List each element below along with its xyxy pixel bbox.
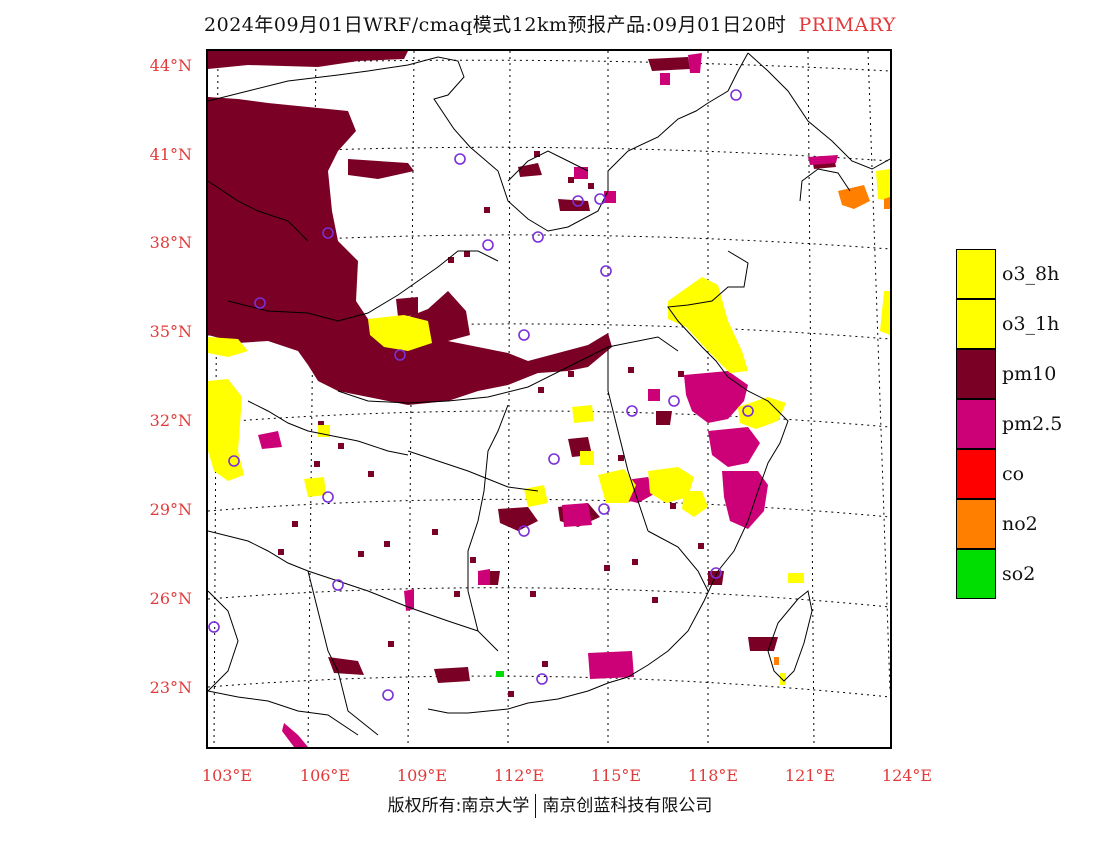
station-markers <box>208 89 754 701</box>
legend-label-pm10: pm10 <box>1002 363 1057 385</box>
no2-areas <box>774 185 890 665</box>
copyright-footer: 版权所有:南京大学 南京创蓝科技有限公司 <box>0 791 1100 818</box>
legend-item-o3-8h: o3_8h <box>956 249 1096 299</box>
lon-label-112: 112°E <box>493 766 545 785</box>
pm25-areas <box>258 53 838 747</box>
lat-label-32: 32°N <box>149 411 192 430</box>
lon-label-121: 121°E <box>784 766 836 785</box>
legend-label-so2: so2 <box>1002 563 1036 585</box>
legend-label-co: co <box>1002 463 1025 485</box>
lat-label-35: 35°N <box>149 322 192 341</box>
lon-label-109: 109°E <box>396 766 448 785</box>
lat-label-26: 26°N <box>149 589 192 608</box>
lon-label-106: 106°E <box>299 766 351 785</box>
legend-item-so2: so2 <box>956 549 1096 599</box>
so2-areas <box>496 671 504 677</box>
legend-item-co: co <box>956 449 1096 499</box>
legend-item-pm10: pm10 <box>956 349 1096 399</box>
legend-label-no2: no2 <box>1002 513 1038 535</box>
legend-label-o3-1h: o3_1h <box>1002 313 1060 335</box>
lat-label-38: 38°N <box>149 233 192 252</box>
legend-swatch-co <box>956 449 996 499</box>
footer-divider <box>535 794 537 818</box>
lon-label-124: 124°E <box>881 766 933 785</box>
map-title: 2024年09月01日WRF/cmaq模式12km预报产品:09月01日20时 P… <box>0 10 1100 37</box>
map-canvas <box>208 51 890 747</box>
map-title-text: 2024年09月01日WRF/cmaq模式12km预报产品:09月01日20时 <box>204 14 787 36</box>
legend-item-no2: no2 <box>956 499 1096 549</box>
lon-label-118: 118°E <box>687 766 739 785</box>
lat-label-44: 44°N <box>149 56 192 75</box>
legend-item-pm25: pm2.5 <box>956 399 1096 449</box>
legend-label-o3-8h: o3_8h <box>1002 263 1060 285</box>
legend-swatch-so2 <box>956 549 996 599</box>
copyright-company: 南京创蓝科技有限公司 <box>542 796 713 816</box>
o3-areas <box>208 169 890 685</box>
legend-label-pm25: pm2.5 <box>1002 413 1063 435</box>
boundaries <box>208 52 890 736</box>
primary-tag: PRIMARY <box>798 14 896 36</box>
lon-label-103: 103°E <box>201 766 253 785</box>
pollutant-map <box>206 49 892 749</box>
legend-item-o3-1h: o3_1h <box>956 299 1096 349</box>
lat-label-23: 23°N <box>149 678 192 697</box>
lon-label-115: 115°E <box>590 766 642 785</box>
lat-label-41: 41°N <box>149 145 192 164</box>
copyright-owner: 版权所有:南京大学 <box>387 796 530 816</box>
legend-swatch-pm10 <box>956 349 996 399</box>
lat-label-29: 29°N <box>149 500 192 519</box>
legend-swatch-no2 <box>956 499 996 549</box>
legend-swatch-pm25 <box>956 399 996 449</box>
legend-swatch-o3-1h <box>956 299 996 349</box>
legend-swatch-o3-8h <box>956 249 996 299</box>
